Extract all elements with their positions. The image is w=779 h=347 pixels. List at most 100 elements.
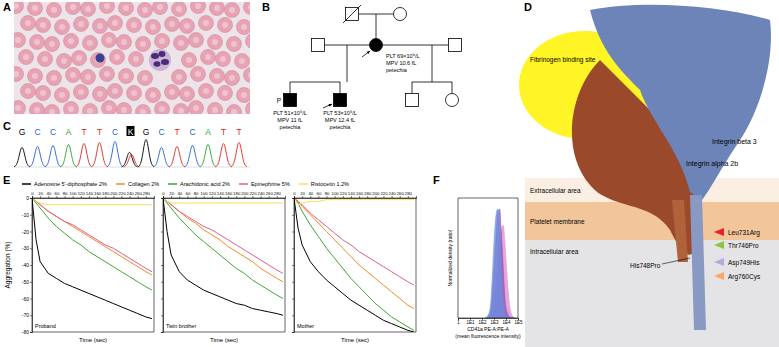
- red-cell: [165, 85, 180, 100]
- x-tick-label: 140: [348, 191, 356, 196]
- base-call: C: [112, 127, 118, 137]
- series-line: [294, 198, 414, 285]
- x-tick: 280: [143, 191, 151, 198]
- x-tick: 200: [372, 191, 380, 198]
- x-tick-label: 120: [78, 191, 86, 196]
- x-tick: 1: [457, 318, 460, 325]
- red-cell: [55, 88, 70, 103]
- red-cell: [136, 37, 151, 52]
- y-tick-mark: [292, 332, 294, 333]
- legend-label: Collagen 2%: [128, 181, 159, 187]
- x-tick-label: 240: [127, 191, 135, 196]
- red-cell-center: [14, 71, 19, 77]
- x-tick: 280: [405, 191, 413, 198]
- red-cell: [172, 70, 187, 85]
- red-cell-center: [87, 40, 93, 46]
- x-tick-label: 280: [274, 191, 282, 196]
- integrin-beta: [590, 5, 771, 200]
- y-tick: -10: [22, 212, 32, 218]
- plot-background: [163, 198, 285, 332]
- x-tick-mark: [351, 196, 352, 198]
- red-cell: [153, 2, 168, 15]
- red-cell: [165, 17, 180, 32]
- trace-peak: [107, 142, 123, 167]
- x-tick-label: 20: [300, 191, 305, 196]
- red-cell: [246, 34, 251, 49]
- x-tick-mark: [228, 196, 229, 198]
- x-tick-mark: [32, 196, 33, 198]
- x-tick-mark: [294, 196, 295, 198]
- neutrophil: [149, 49, 171, 71]
- x-tick: 240: [389, 191, 397, 198]
- x-tick-label: 60: [186, 191, 191, 196]
- base-call: C: [34, 127, 40, 137]
- x-tick: 80: [325, 191, 330, 198]
- red-cell-center: [85, 74, 91, 80]
- red-cell: [237, 88, 251, 103]
- trace-peak: [216, 144, 232, 167]
- variant-marker: [714, 241, 724, 249]
- red-cell-center: [142, 75, 148, 81]
- legend-swatch: [22, 183, 31, 185]
- red-cell-center: [142, 7, 148, 13]
- x-tick-mark: [97, 196, 98, 198]
- arrow-head: [367, 51, 370, 54]
- y-tick: [292, 332, 294, 333]
- trace-peak: [61, 145, 77, 167]
- y-tick: [161, 215, 163, 216]
- x-axis-title: (mean fluorescence intensity): [455, 333, 521, 339]
- red-cell-center: [133, 56, 139, 62]
- red-cell: [81, 70, 96, 85]
- red-cell: [210, 69, 225, 84]
- x-tick-label: 100: [332, 191, 340, 196]
- protein-label: Integrin alpha 2b: [686, 160, 738, 168]
- variant-marker: [714, 228, 724, 236]
- arrow-head: [329, 104, 332, 107]
- red-cell-center: [150, 24, 156, 30]
- variant-label: Leu731Arg: [728, 229, 760, 237]
- red-cell: [108, 84, 123, 99]
- red-cell: [191, 2, 206, 14]
- red-cell-center: [131, 90, 137, 96]
- y-tick: [292, 282, 294, 283]
- density-area: [486, 209, 515, 318]
- panel-d: Fibrinogen binding siteIntegrin alpha 2b…: [519, 5, 779, 347]
- red-cell-center: [184, 91, 190, 97]
- y-tick-mark: [292, 282, 294, 283]
- red-cell: [246, 102, 251, 115]
- x-tick-mark: [327, 196, 328, 198]
- red-cell: [57, 54, 72, 69]
- red-cell: [119, 69, 134, 84]
- pedigree-line: [340, 82, 341, 94]
- x-tick-mark: [146, 196, 147, 198]
- x-tick: 140: [217, 191, 225, 198]
- pedigree-mark: P: [277, 97, 281, 104]
- red-cell-center: [123, 5, 129, 11]
- y-axis: [292, 199, 295, 333]
- panel-label: C: [3, 120, 11, 132]
- x-tick: 160: [356, 191, 364, 198]
- x-tick: 220: [118, 191, 126, 198]
- legend-swatch: [168, 183, 177, 185]
- x-tick-mark: [310, 196, 311, 198]
- series-line: [163, 198, 283, 299]
- x-tick-mark: [113, 196, 114, 198]
- red-cell-center: [40, 22, 46, 28]
- y-tick: [161, 198, 163, 199]
- x-tick-label: 260: [135, 191, 143, 196]
- x-tick: 0: [162, 191, 165, 198]
- x-tick-mark: [367, 196, 368, 198]
- x-tick: 120: [340, 191, 348, 198]
- chart: 020406080100120140160180200220240260280T…: [161, 191, 286, 343]
- trace-peak: [200, 145, 216, 167]
- red-cell: [36, 86, 51, 101]
- x-tick: 60: [186, 191, 191, 198]
- protein-label: Integrin beta 3: [712, 138, 757, 146]
- base-call: A: [66, 127, 72, 137]
- y-axis-line: [30, 199, 33, 333]
- region-label: Extracellular area: [530, 187, 581, 194]
- x-tick: 200: [110, 191, 118, 198]
- variant-label: Arg760Cys: [728, 273, 761, 281]
- pedigree-line: [347, 45, 348, 82]
- x-tick-label: 200: [110, 191, 118, 196]
